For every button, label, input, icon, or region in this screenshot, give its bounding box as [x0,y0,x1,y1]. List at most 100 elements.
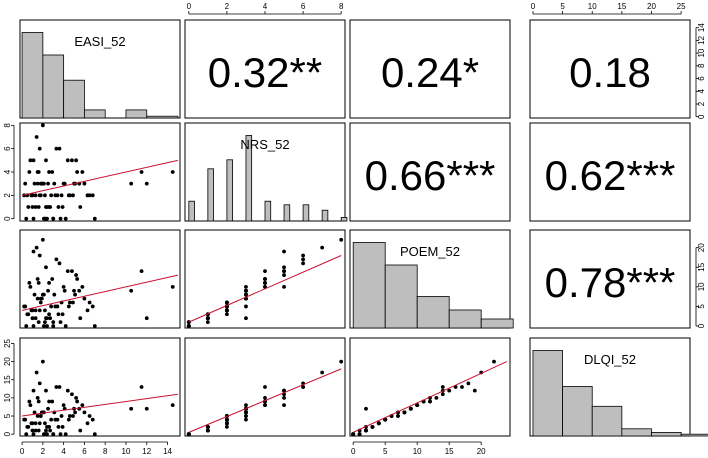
data-point [49,193,54,198]
x-tick-label: 6 [82,447,87,456]
data-point [43,193,47,198]
data-point [44,316,48,321]
data-point [225,421,229,426]
data-point [54,385,59,389]
data-point [80,170,85,174]
data-point [58,320,63,325]
data-point [90,417,95,422]
data-point [244,288,248,293]
data-point [225,308,229,313]
y-tick-label: 20 [3,357,12,366]
data-point [129,406,134,411]
data-point [70,392,74,397]
histogram-bar [532,350,563,437]
data-point [263,269,267,274]
variable-label-dlqi-52: DLQI_52 [584,352,636,367]
data-point [144,316,149,321]
data-point [205,425,210,429]
data-point [37,193,42,198]
data-point [77,288,82,293]
data-point [22,417,27,422]
data-point [37,253,42,258]
data-point [301,385,305,389]
histogram-bar [42,54,65,119]
data-point [139,170,144,174]
data-point [282,269,286,274]
histogram-bar [384,264,418,329]
data-point [33,205,38,209]
data-point [63,324,68,328]
data-point [460,385,464,389]
data-point [32,410,37,415]
y-tick-label: 12 [697,35,706,44]
data-point [37,146,42,151]
data-point [47,399,51,404]
data-point [30,205,35,209]
correlation-label: 0.62*** [545,152,676,199]
regression-line [352,361,508,433]
data-point [440,392,445,397]
data-point [34,370,39,375]
data-point [50,399,55,404]
data-point [49,417,54,422]
data-point [22,304,27,309]
histogram-bar [480,318,514,329]
y-tick-label: 10 [3,393,12,402]
data-point [396,414,400,418]
data-point [339,237,344,242]
data-point [92,432,97,437]
data-point [205,320,210,325]
data-point [46,181,50,186]
x-tick-label: 25 [677,2,686,11]
data-point [45,216,49,221]
data-point [24,432,29,437]
data-point [472,388,477,393]
data-point [73,292,77,297]
regression-line [22,393,178,417]
data-point [30,428,35,433]
data-point [38,296,43,301]
data-point [48,428,53,433]
data-point [408,406,413,411]
data-point [33,316,38,321]
data-point [50,170,55,174]
y-tick-label: 8 [3,123,12,128]
data-point [65,158,70,163]
data-point [60,425,65,429]
data-point [144,406,149,411]
data-point [31,216,36,221]
data-point [30,421,35,426]
data-point [301,257,305,262]
data-point [364,428,368,433]
data-point [46,406,50,411]
data-point [320,245,325,250]
y-tick-label: 2 [697,101,706,106]
data-point [60,312,65,317]
histogram-bar [621,428,652,437]
data-point [50,277,55,281]
data-point [186,432,191,437]
data-point [33,193,38,198]
data-point [32,181,37,186]
data-point [44,205,48,209]
x-tick-label: 2 [41,447,46,456]
histogram-bar [188,200,195,222]
data-point [27,170,32,174]
regression-line [21,274,179,311]
data-point [51,324,56,328]
data-point [24,216,29,221]
panel-frame-r0-c1 [184,19,346,119]
data-point [87,300,92,305]
data-point [62,181,67,186]
x-tick-label: 0 [187,2,192,11]
data-point [80,284,85,289]
data-point [34,245,39,250]
y-tick-label: 10 [697,282,706,291]
histogram-bar [352,242,386,329]
data-point [36,399,41,404]
data-point [37,421,42,426]
data-point [30,316,35,321]
data-point [38,414,43,418]
data-point [244,403,248,408]
data-point [44,388,48,393]
